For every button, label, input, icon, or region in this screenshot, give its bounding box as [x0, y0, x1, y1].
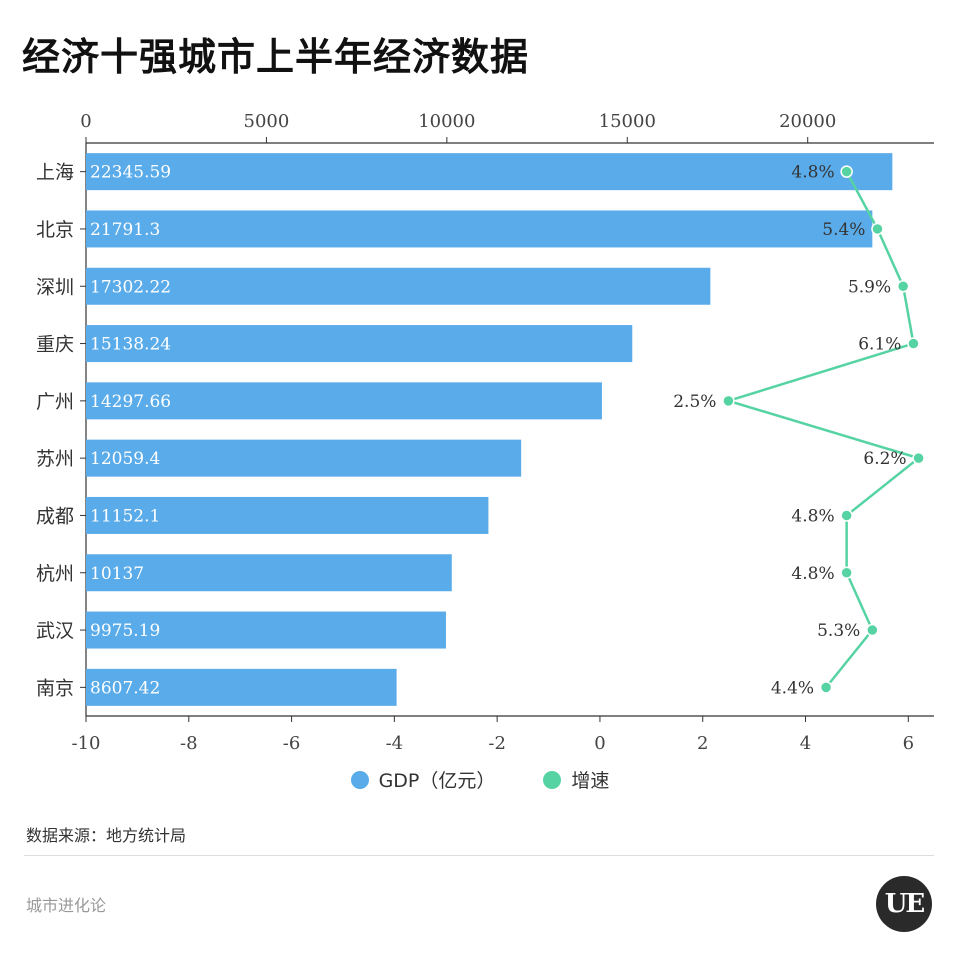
legend: GDP（亿元） 增速 [0, 766, 960, 793]
gdp-bar [86, 382, 602, 420]
legend-dot-gdp [350, 770, 369, 789]
category-label: 成都 [36, 505, 74, 527]
gdp-value-label: 21791.3 [90, 220, 160, 240]
x-bottom-tick-label: -8 [180, 733, 198, 754]
category-label: 苏州 [36, 448, 74, 470]
gdp-bar [86, 668, 397, 706]
divider [24, 855, 934, 856]
gdp-value-label: 15138.24 [90, 335, 171, 355]
category-label: 杭州 [36, 563, 74, 585]
gdp-bar [86, 210, 873, 248]
growth-rate-point [840, 165, 853, 178]
growth-rate-label: 5.3% [817, 621, 860, 641]
x-bottom-tick-label: -2 [488, 733, 506, 754]
x-bottom-tick-label: 0 [594, 733, 605, 754]
growth-rate-point [840, 509, 853, 522]
x-bottom-tick-label: -6 [283, 733, 301, 754]
gdp-bar [86, 325, 633, 363]
gdp-value-label: 17302.22 [90, 277, 171, 297]
x-top-tick-label: 0 [80, 111, 91, 132]
gdp-value-label: 11152.1 [90, 506, 160, 526]
legend-label-rate: 增速 [571, 770, 610, 792]
growth-rate-label: 4.8% [791, 506, 834, 526]
growth-rate-label: 4.8% [791, 163, 834, 183]
growth-rate-point [866, 623, 879, 637]
category-label: 北京 [36, 219, 74, 241]
x-bottom-tick-label: -4 [386, 733, 404, 754]
growth-rate-point [896, 280, 910, 293]
gdp-value-label: 14297.66 [90, 392, 171, 412]
x-top-tick-label: 15000 [599, 111, 656, 132]
gdp-bar [86, 496, 489, 534]
growth-rate-point [819, 681, 833, 694]
growth-rate-label: 2.5% [673, 392, 716, 412]
growth-rate-label: 6.2% [863, 449, 906, 469]
gdp-value-label: 8607.42 [90, 678, 160, 698]
growth-rate-line [724, 171, 922, 689]
gdp-value-label: 10137 [90, 564, 144, 584]
category-label: 武汉 [36, 620, 74, 642]
growth-rate-point [722, 394, 735, 408]
legend-item-rate[interactable]: 增速 [543, 766, 609, 793]
x-bottom-tick-label: 2 [697, 733, 708, 754]
legend-item-gdp[interactable]: GDP（亿元） [350, 766, 496, 793]
gdp-value-label: 22345.59 [90, 163, 171, 183]
growth-rate-label: 6.1% [858, 335, 901, 355]
growth-rate-point [840, 566, 853, 579]
gdp-bar [86, 439, 522, 477]
growth-rate-point [871, 222, 884, 236]
growth-rate-label: 5.4% [822, 220, 865, 240]
gdp-bar [86, 267, 711, 305]
brand-logo: UE [876, 876, 932, 932]
growth-rate-label: 5.9% [848, 277, 891, 297]
legend-dot-rate [543, 770, 562, 789]
x-bottom-tick-label: -10 [72, 733, 101, 754]
data-source: 数据来源：地方统计局 [26, 826, 187, 845]
category-label: 上海 [36, 162, 74, 184]
chart-title: 经济十强城市上半年经济数据 [22, 35, 530, 79]
category-label: 广州 [36, 391, 74, 413]
category-label: 南京 [36, 677, 74, 699]
growth-rate-label: 4.4% [771, 678, 814, 698]
category-label: 重庆 [36, 334, 74, 356]
gdp-bar [86, 153, 893, 191]
x-top-tick-label: 5000 [244, 111, 290, 132]
footer-brand: 城市进化论 [26, 896, 107, 915]
gdp-value-label: 12059.4 [90, 449, 160, 469]
growth-rate-point [907, 337, 920, 350]
growth-rate-label: 4.8% [791, 564, 834, 584]
x-top-tick-label: 10000 [418, 111, 475, 132]
x-bottom-tick-label: 6 [903, 733, 914, 754]
growth-rate-point [912, 451, 925, 465]
category-label: 深圳 [36, 276, 74, 298]
gdp-bar [86, 611, 446, 649]
gdp-bar [86, 554, 452, 592]
x-bottom-tick-label: 4 [800, 733, 811, 754]
gdp-value-label: 9975.19 [90, 621, 160, 641]
legend-label-gdp: GDP（亿元） [378, 770, 496, 792]
x-top-tick-label: 20000 [779, 111, 836, 132]
